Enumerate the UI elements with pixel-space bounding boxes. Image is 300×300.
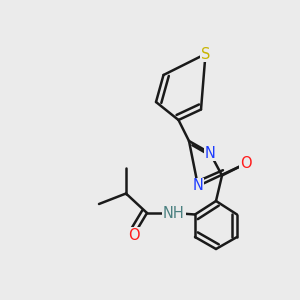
Text: O: O bbox=[128, 228, 139, 243]
Text: N: N bbox=[193, 178, 203, 194]
Text: N: N bbox=[205, 146, 215, 160]
Text: NH: NH bbox=[163, 206, 185, 220]
Text: O: O bbox=[240, 156, 252, 171]
Text: S: S bbox=[201, 46, 210, 62]
